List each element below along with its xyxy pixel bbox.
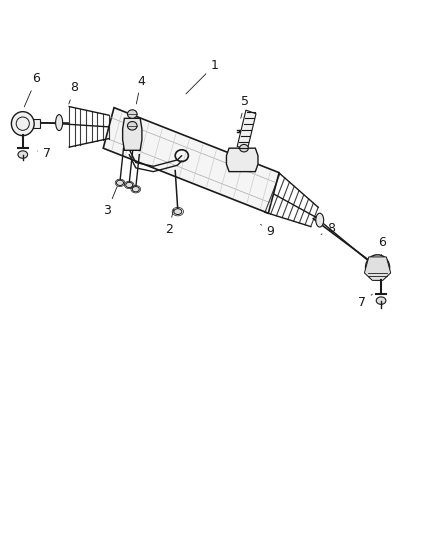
Polygon shape [32,119,40,128]
Ellipse shape [127,110,137,118]
Text: 1: 1 [186,59,219,94]
Polygon shape [237,110,256,150]
Polygon shape [123,118,142,150]
Polygon shape [103,108,279,213]
Ellipse shape [117,180,124,185]
Text: 3: 3 [103,187,117,217]
Text: 5: 5 [241,95,249,118]
Text: 8: 8 [69,82,78,104]
Text: 2: 2 [165,209,173,236]
Ellipse shape [240,144,248,152]
Ellipse shape [376,297,386,304]
Ellipse shape [126,182,133,188]
Ellipse shape [174,208,182,214]
Text: 7: 7 [38,147,51,160]
Text: 6: 6 [378,236,386,256]
Ellipse shape [127,122,137,130]
Ellipse shape [316,213,324,227]
Text: 9: 9 [261,224,275,238]
Text: 8: 8 [321,222,335,235]
Text: 7: 7 [358,294,372,309]
Ellipse shape [56,115,63,131]
Text: 6: 6 [25,72,40,107]
Ellipse shape [132,187,139,192]
Text: 4: 4 [136,75,145,104]
Ellipse shape [11,112,34,136]
Ellipse shape [365,255,390,280]
Ellipse shape [18,151,28,158]
Polygon shape [364,257,391,280]
Polygon shape [226,148,258,172]
